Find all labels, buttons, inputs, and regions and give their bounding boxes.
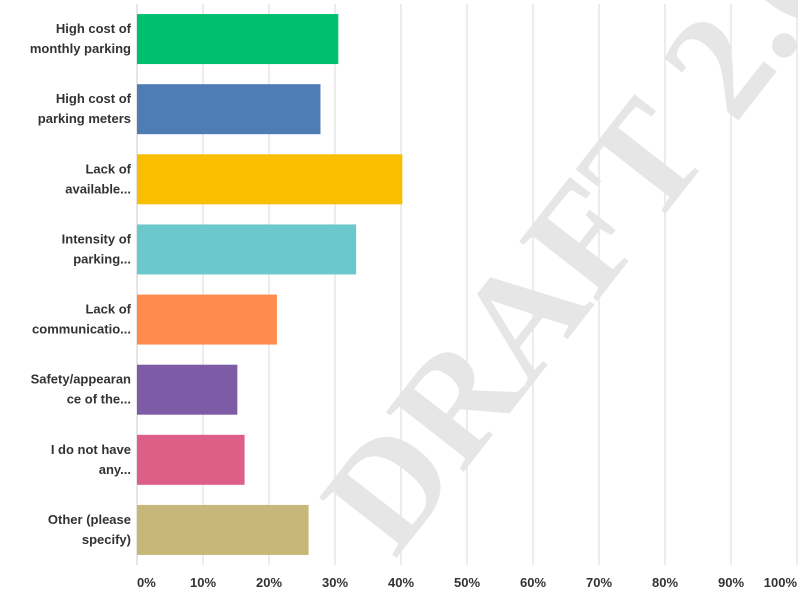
category-label: monthly parking: [30, 41, 131, 56]
x-tick-label: 30%: [322, 575, 348, 590]
bar: [137, 84, 321, 135]
x-tick-label: 20%: [256, 575, 282, 590]
category-labels: High cost of monthly parking High cost of p…: [30, 21, 132, 547]
bar: [137, 224, 357, 275]
x-axis-tick-labels: 0% 10% 20% 30% 40% 50% 60% 70% 80% 90% 100%: [137, 575, 797, 590]
bar: [137, 434, 245, 485]
bar: [137, 504, 309, 555]
bars: [137, 14, 403, 555]
category-label: parking meters: [38, 111, 131, 126]
category-label: available...: [65, 181, 131, 196]
category-label: Lack of: [85, 302, 131, 317]
category-label: parking...: [73, 251, 131, 266]
bar: [137, 294, 277, 345]
x-tick-label: 90%: [718, 575, 744, 590]
category-label: Lack of: [85, 161, 131, 176]
category-label: communicatio...: [32, 322, 131, 337]
x-tick-label: 100%: [764, 575, 798, 590]
x-tick-label: 70%: [586, 575, 612, 590]
category-label: any...: [99, 462, 131, 477]
category-label: ce of the...: [67, 392, 131, 407]
category-label: specify): [82, 532, 131, 547]
x-tick-label: 80%: [652, 575, 678, 590]
bar: [137, 154, 403, 205]
bar: [137, 14, 339, 65]
category-label: High cost of: [56, 21, 132, 36]
bar: [137, 364, 238, 415]
x-tick-label: 0%: [137, 575, 156, 590]
x-tick-label: 50%: [454, 575, 480, 590]
category-label: Intensity of: [62, 231, 132, 246]
x-tick-label: 60%: [520, 575, 546, 590]
category-label: High cost of: [56, 91, 132, 106]
x-tick-label: 10%: [190, 575, 216, 590]
category-label: I do not have: [51, 442, 131, 457]
category-label: Other (please: [48, 512, 131, 527]
x-tick-label: 40%: [388, 575, 414, 590]
category-label: Safety/appearan: [31, 372, 131, 387]
